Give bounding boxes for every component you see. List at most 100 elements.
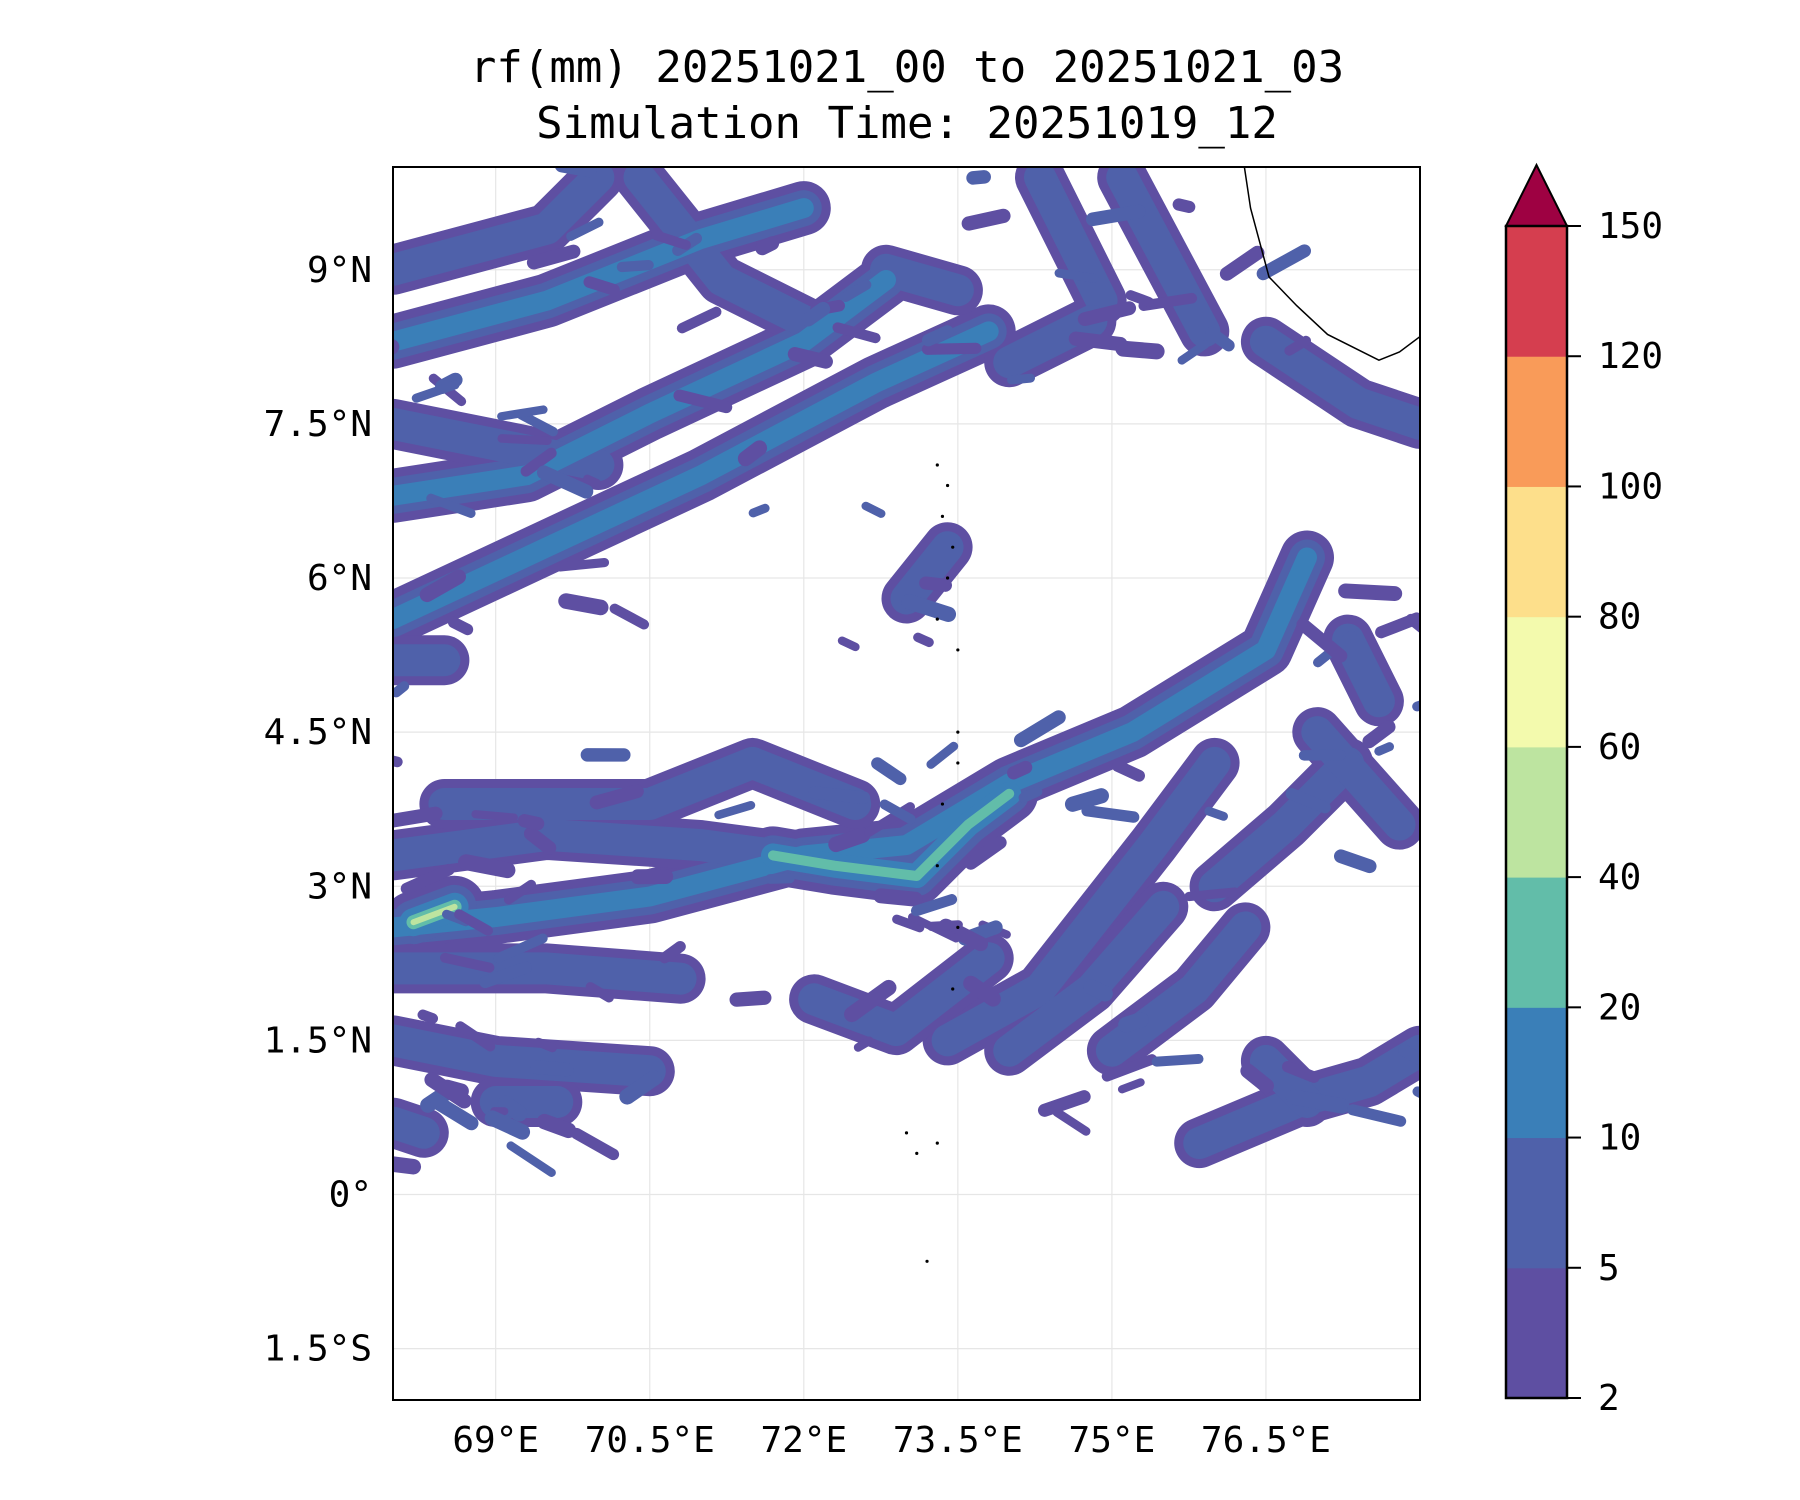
rain-cell bbox=[503, 879, 537, 905]
rain-cell bbox=[1256, 244, 1311, 281]
rain-cell bbox=[506, 1141, 556, 1177]
rain-cell bbox=[1172, 198, 1196, 213]
colorbar-extend-triangle bbox=[1504, 162, 1569, 227]
colorbar-tick-label: 2 bbox=[1598, 1378, 1620, 1419]
coastline-india bbox=[1243, 167, 1420, 361]
colorbar-frame bbox=[1504, 224, 1569, 1400]
rain-cell bbox=[921, 325, 954, 347]
rain-cell bbox=[1117, 1078, 1145, 1094]
rain-band-level-1 bbox=[1301, 716, 1416, 841]
rain-cell bbox=[1284, 335, 1312, 356]
island-dot bbox=[956, 925, 960, 929]
colorbar-segment bbox=[1506, 226, 1567, 357]
rain-cell bbox=[1077, 301, 1137, 327]
rain-cell bbox=[533, 1037, 557, 1053]
rain-cell bbox=[1412, 1086, 1420, 1099]
rain-cell bbox=[424, 1072, 472, 1109]
y-tick-label: 3°N bbox=[307, 866, 372, 907]
rain-cell bbox=[536, 1113, 577, 1139]
island-dot bbox=[940, 802, 945, 806]
rain-cell bbox=[520, 447, 557, 477]
rain-band-level-2 bbox=[393, 270, 896, 506]
rain-cell bbox=[1037, 1090, 1091, 1117]
colorbar-segment bbox=[1506, 877, 1567, 1008]
rain-band-level-4 bbox=[410, 903, 458, 926]
island-dot bbox=[935, 864, 939, 868]
island-dot bbox=[940, 514, 945, 518]
rain-cell bbox=[1068, 331, 1128, 352]
rain-cell bbox=[616, 259, 654, 273]
rain-cell bbox=[879, 799, 916, 825]
rain-cell bbox=[910, 894, 958, 917]
island-dot bbox=[935, 617, 939, 621]
rain-cell bbox=[964, 836, 1007, 870]
rain-cell bbox=[861, 501, 886, 518]
rain-band-level-2 bbox=[393, 547, 1317, 938]
rain-cell bbox=[966, 170, 991, 185]
rain-cell bbox=[1184, 887, 1240, 902]
colorbar-segment bbox=[1506, 616, 1567, 748]
rain-cell bbox=[853, 1036, 874, 1052]
rain-cell bbox=[1219, 245, 1265, 281]
rain-cell bbox=[393, 755, 403, 768]
rain-cell bbox=[447, 616, 474, 636]
rain-cell bbox=[555, 557, 610, 572]
chart-subtitle: Simulation Time: 20251019_12 bbox=[536, 98, 1278, 149]
rain-cell bbox=[1125, 290, 1154, 307]
rain-cell bbox=[1338, 583, 1403, 601]
rain-cell bbox=[729, 990, 772, 1007]
rain-cell bbox=[497, 1095, 528, 1122]
x-tick-label: 69°E bbox=[452, 1420, 539, 1461]
rain-cell bbox=[1296, 618, 1348, 663]
island-dot bbox=[935, 1141, 939, 1145]
rain-cell bbox=[1118, 1012, 1149, 1033]
rain-cell bbox=[765, 873, 795, 884]
rain-cell bbox=[419, 569, 466, 603]
rain-cell bbox=[1281, 1060, 1320, 1083]
rain-cell bbox=[840, 279, 872, 302]
rain-cell bbox=[1240, 1063, 1274, 1094]
rain-cell bbox=[458, 854, 516, 879]
rain-cell bbox=[583, 276, 620, 296]
rain-cell bbox=[526, 244, 581, 270]
rain-cell bbox=[651, 230, 691, 250]
rain-cell bbox=[748, 503, 770, 518]
rain-cell bbox=[676, 306, 722, 334]
rain-cell bbox=[417, 1009, 439, 1024]
island-dot bbox=[956, 648, 960, 652]
rain-cell bbox=[1374, 742, 1395, 756]
rain-cell bbox=[619, 1070, 662, 1105]
rain-cell bbox=[558, 593, 609, 616]
rain-cell bbox=[1362, 720, 1396, 749]
rain-cell bbox=[430, 1095, 479, 1131]
rain-cell bbox=[523, 826, 557, 855]
colorbar-segment bbox=[1506, 1007, 1567, 1139]
rain-cell bbox=[801, 301, 831, 327]
rain-cell bbox=[844, 979, 897, 1023]
rain-cell bbox=[1111, 760, 1145, 782]
rain-band-level-1 bbox=[1198, 746, 1365, 903]
rain-cell bbox=[517, 814, 545, 831]
colorbar-segment bbox=[1506, 1137, 1567, 1269]
rain-cell bbox=[1007, 760, 1033, 780]
rain-cell bbox=[696, 101, 737, 116]
coastline bbox=[904, 167, 1420, 1263]
rain-cell bbox=[393, 806, 443, 828]
rain-cell bbox=[609, 603, 650, 630]
rain-cell bbox=[393, 339, 400, 355]
rain-cell bbox=[921, 342, 982, 355]
rain-band-level-1 bbox=[890, 531, 964, 615]
rain-cell bbox=[1054, 268, 1099, 283]
rain-cell bbox=[1205, 326, 1235, 352]
rain-cell bbox=[711, 104, 758, 121]
x-tick-label: 76.5°E bbox=[1201, 1420, 1331, 1461]
rain-band-level-1 bbox=[393, 167, 615, 286]
rain-cell bbox=[828, 827, 871, 853]
rain-cell bbox=[426, 493, 476, 518]
rain-cell bbox=[1347, 1104, 1407, 1127]
colorbar-tick-label: 60 bbox=[1598, 727, 1641, 768]
rain-cell bbox=[1285, 1089, 1350, 1114]
colorbar-tick-label: 120 bbox=[1598, 336, 1663, 377]
rain-cell bbox=[336, 340, 346, 342]
rain-cell bbox=[913, 632, 934, 648]
